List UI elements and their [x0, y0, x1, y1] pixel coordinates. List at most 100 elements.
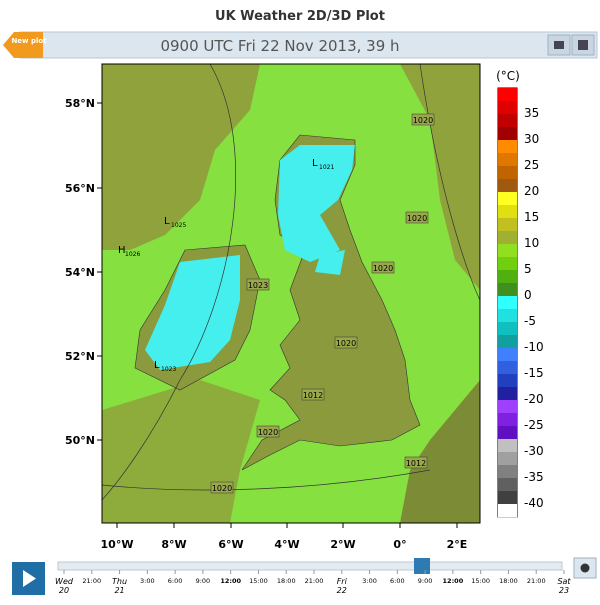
map — [101, 63, 481, 524]
pressure-centre-value: 1023 — [161, 366, 176, 373]
colorbar-cell — [498, 309, 517, 323]
isobar-label-box — [210, 481, 234, 494]
colorbar-cell — [498, 101, 517, 115]
isobar-label: 1020 — [373, 264, 393, 273]
new-plot-button[interactable] — [3, 32, 43, 58]
isobar-label: 1023 — [248, 281, 268, 290]
colorbar-label: -20 — [524, 392, 544, 406]
header-bar — [19, 31, 598, 59]
timeline-hour: 15:00 — [249, 577, 268, 585]
colorbar-cell — [498, 387, 517, 401]
isobar-label: 1012 — [303, 391, 323, 400]
colorbar-cell — [498, 283, 517, 297]
timeline-day: Fri — [337, 577, 348, 586]
isobar — [101, 469, 431, 491]
colorbar-cell — [498, 400, 517, 414]
isobar-label: 1020 — [413, 116, 433, 125]
isobar-label: 1020 — [336, 339, 356, 348]
colorbar-label: -5 — [524, 314, 536, 328]
colorbar-label: 10 — [524, 236, 539, 250]
timeline-date: 20 — [59, 586, 69, 595]
time-slider-thumb[interactable] — [414, 558, 430, 574]
timeline-hour: 6:00 — [168, 577, 183, 585]
colorbar-label: -25 — [524, 418, 544, 432]
colorbar-cell — [498, 257, 517, 271]
timeline-day: Sat — [557, 577, 571, 586]
cold-region — [315, 250, 345, 275]
time-slider[interactable] — [57, 561, 563, 571]
timeline-hour: 18:00 — [277, 577, 296, 585]
colorbar-label: -15 — [524, 366, 544, 380]
colorbar-cell — [498, 179, 517, 193]
pressure-centre-value: 1026 — [125, 251, 140, 258]
timeline-date: 21 — [114, 586, 124, 595]
pressure-centre-kind: L — [164, 216, 170, 227]
colorbar-cell — [498, 166, 517, 180]
colorbar-label: -35 — [524, 470, 544, 484]
colorbar-cell — [498, 270, 517, 284]
colorbar-cell — [498, 478, 517, 492]
colorbar-cell — [498, 244, 517, 258]
warm-land — [400, 380, 480, 523]
isobar — [101, 63, 237, 501]
pressure-centre-kind: L — [312, 158, 318, 169]
colorbar-cell — [498, 491, 517, 505]
pressure-centre-value: 1021 — [319, 164, 334, 171]
isobar-label-box — [371, 261, 395, 274]
timeline-hour: 12:00 — [220, 577, 241, 585]
timeline-hour: 3:00 — [140, 577, 155, 585]
colorbar-label: 20 — [524, 184, 539, 198]
colorbar-cell — [498, 127, 517, 141]
valid-time: 0900 UTC Fri 22 Nov 2013, 39 h — [160, 37, 399, 55]
lon-label: 2°E — [447, 538, 468, 551]
lon-label: 6°W — [218, 538, 243, 551]
lon-label: 10°W — [101, 538, 134, 551]
colorbar-cell — [498, 439, 517, 453]
play-icon — [23, 570, 36, 587]
colorbar-cell — [498, 504, 517, 518]
lon-label: 4°W — [274, 538, 299, 551]
new-plot-label: New plot — [11, 37, 47, 45]
timeline-hour: 3:00 — [362, 577, 377, 585]
isobar-label-box — [246, 278, 270, 291]
colorbar-label: -30 — [524, 444, 544, 458]
colorbar-label: 15 — [524, 210, 539, 224]
colorbar-cell — [498, 361, 517, 375]
timeline-hour: 15:00 — [471, 577, 490, 585]
colorbar-cell — [498, 153, 517, 167]
isobar-label-box — [301, 388, 325, 401]
colorbar-cell — [498, 231, 517, 245]
isobar-label: 1020 — [407, 214, 427, 223]
cold-region — [278, 145, 355, 262]
timeline-day: Wed — [55, 577, 74, 586]
colorbar-cell — [498, 452, 517, 466]
lat-label: 56°N — [65, 182, 95, 195]
timeline-hour: 12:00 — [443, 577, 464, 585]
colorbar-cell — [498, 465, 517, 479]
colorbar-cell — [498, 218, 517, 232]
colorbar-cell — [498, 140, 517, 154]
isobar-label-box — [405, 211, 429, 224]
colorbar-label: 30 — [524, 132, 539, 146]
pressure-centre-kind: L — [154, 360, 160, 371]
colorbar-label: 5 — [524, 262, 532, 276]
pressure-centre-value: 1025 — [171, 222, 186, 229]
colorbar-cell — [498, 348, 517, 362]
isobar-label-box — [256, 425, 280, 438]
colorbar-cell — [498, 335, 517, 349]
colorbar-cell — [498, 205, 517, 219]
isobar-label: 1012 — [406, 459, 426, 468]
map-frame — [101, 63, 481, 524]
isobar-label-box — [404, 456, 428, 469]
colorbar-label: 0 — [524, 288, 532, 302]
lon-label: 2°W — [330, 538, 355, 551]
isobar-label-box — [334, 336, 358, 349]
colorbar-cell — [498, 88, 517, 102]
colorbar-label: 35 — [524, 106, 539, 120]
new-plot-text: New plot — [11, 37, 47, 45]
lat-label: 52°N — [65, 350, 95, 363]
colorbar-label: -40 — [524, 496, 544, 510]
isobar-label: 1020 — [212, 484, 232, 493]
colorbar-cell — [498, 426, 517, 440]
